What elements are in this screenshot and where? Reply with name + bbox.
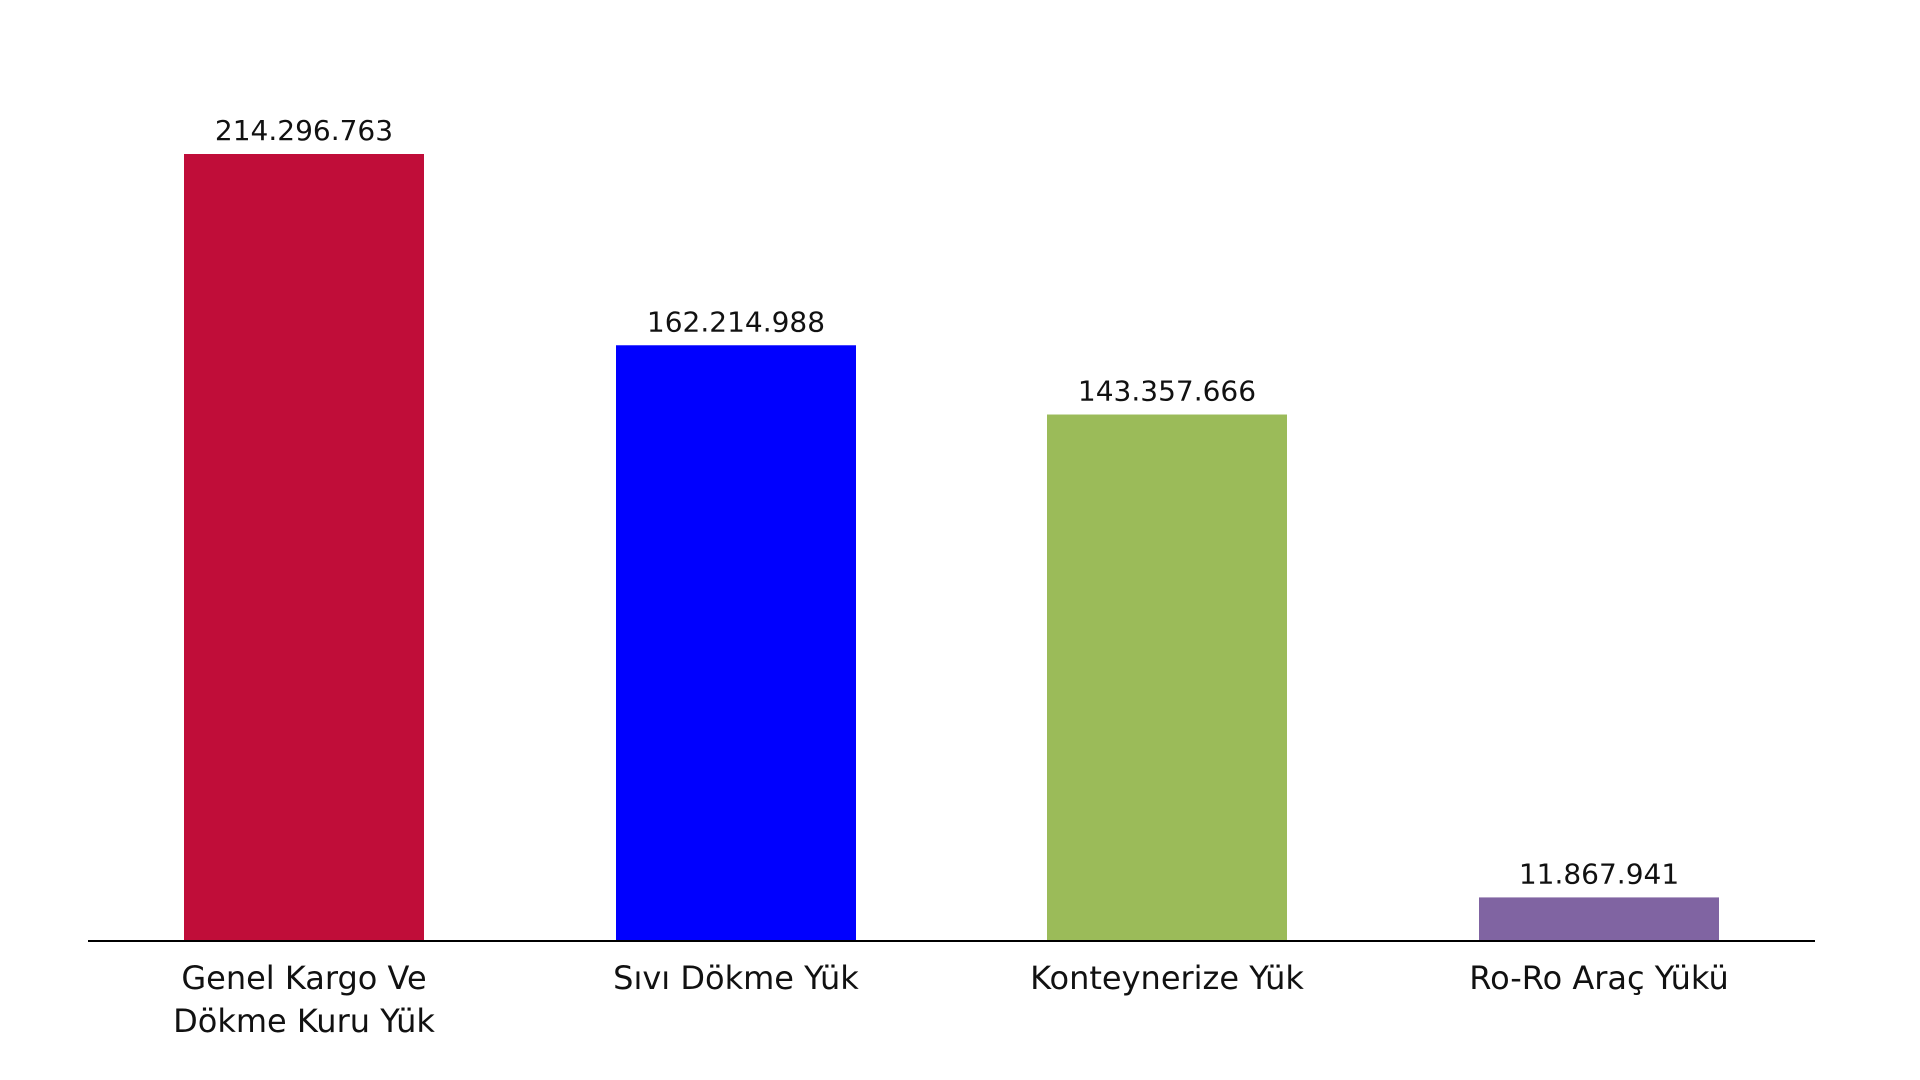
category-label-line: Konteynerize Yük (1030, 959, 1304, 997)
bar-4 (1479, 897, 1719, 941)
category-label-3: Konteynerize Yük (1030, 959, 1304, 997)
category-label-line: Genel Kargo Ve (181, 959, 426, 997)
category-label-line: Ro-Ro Araç Yükü (1469, 959, 1728, 997)
value-labels-layer: 214.296.763 162.214.988 143.357.666 11.867.… (215, 114, 1679, 890)
bar-value-label-1: 214.296.763 (215, 114, 393, 147)
category-label-1: Genel Kargo Ve Dökme Kuru Yük (173, 959, 435, 1040)
category-label-line: Sıvı Dökme Yük (613, 959, 859, 997)
bar-2 (616, 345, 856, 941)
category-label-line: Dökme Kuru Yük (173, 1002, 435, 1040)
bars-layer (184, 154, 1719, 941)
bar-value-label-2: 162.214.988 (647, 305, 825, 338)
category-label-4: Ro-Ro Araç Yükü (1469, 959, 1728, 997)
bar-3 (1047, 414, 1287, 941)
bar-value-label-4: 11.867.941 (1519, 857, 1679, 890)
bar-value-label-3: 143.357.666 (1078, 375, 1256, 408)
category-labels-layer: Genel Kargo Ve Dökme Kuru Yük Sıvı Dökme Y… (173, 959, 1729, 1040)
bar-1 (184, 154, 424, 941)
category-label-2: Sıvı Dökme Yük (613, 959, 859, 997)
